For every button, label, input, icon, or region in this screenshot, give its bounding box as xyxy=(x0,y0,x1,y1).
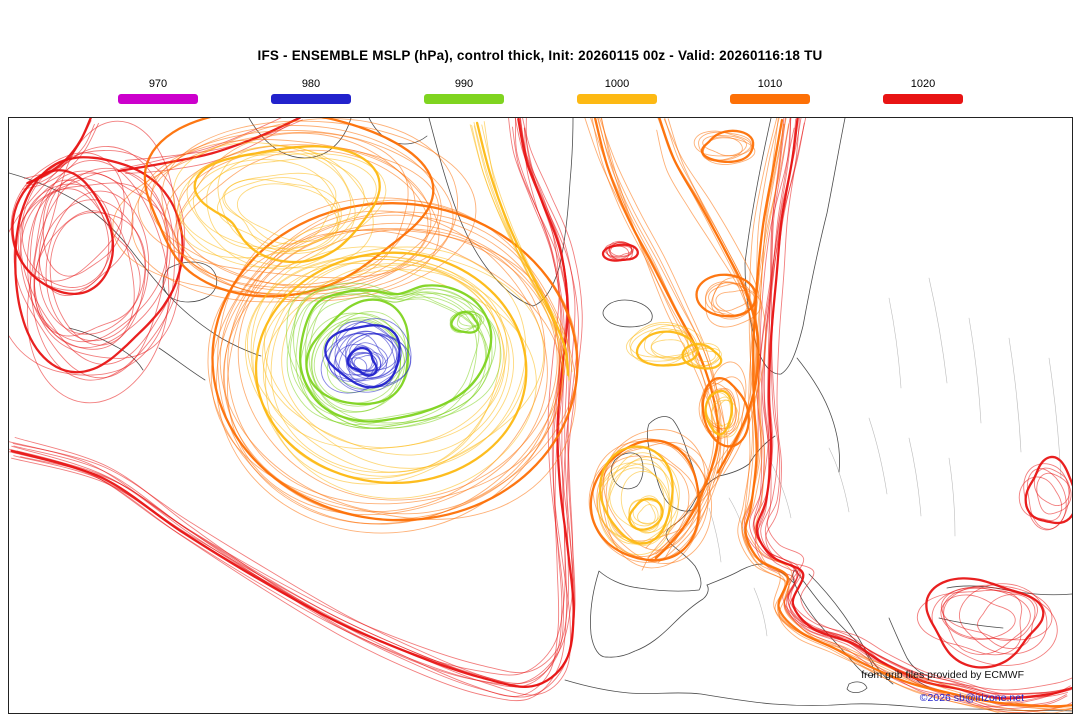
legend-swatch xyxy=(730,94,810,104)
data-source-note: from grib files provided by ECMWF xyxy=(861,669,1024,681)
legend-label: 980 xyxy=(301,78,321,90)
pressure-legend: 970 980 990 1000 1010 1020 xyxy=(118,78,963,104)
page-title: IFS - ENSEMBLE MSLP (hPa), control thick… xyxy=(257,48,823,63)
legend-swatch xyxy=(424,94,504,104)
legend-label: 1020 xyxy=(910,78,936,90)
legend-swatch xyxy=(118,94,198,104)
legend-label: 990 xyxy=(454,78,474,90)
legend-label: 1010 xyxy=(757,78,783,90)
legend-item-1000: 1000 xyxy=(577,78,657,104)
legend-swatch xyxy=(883,94,963,104)
copyright-link[interactable]: ©2026 sb@irizone.net xyxy=(919,692,1024,704)
spaghetti-map xyxy=(9,118,1072,713)
legend-item-990: 990 xyxy=(424,78,504,104)
legend-item-970: 970 xyxy=(118,78,198,104)
legend-label: 1000 xyxy=(604,78,630,90)
legend-swatch xyxy=(577,94,657,104)
legend-label: 970 xyxy=(148,78,168,90)
legend-item-1020: 1020 xyxy=(883,78,963,104)
legend-swatch xyxy=(271,94,351,104)
legend-item-980: 980 xyxy=(271,78,351,104)
legend-item-1010: 1010 xyxy=(730,78,810,104)
ensemble-map-frame: from grib files provided by ECMWF ©2026 … xyxy=(8,117,1073,714)
